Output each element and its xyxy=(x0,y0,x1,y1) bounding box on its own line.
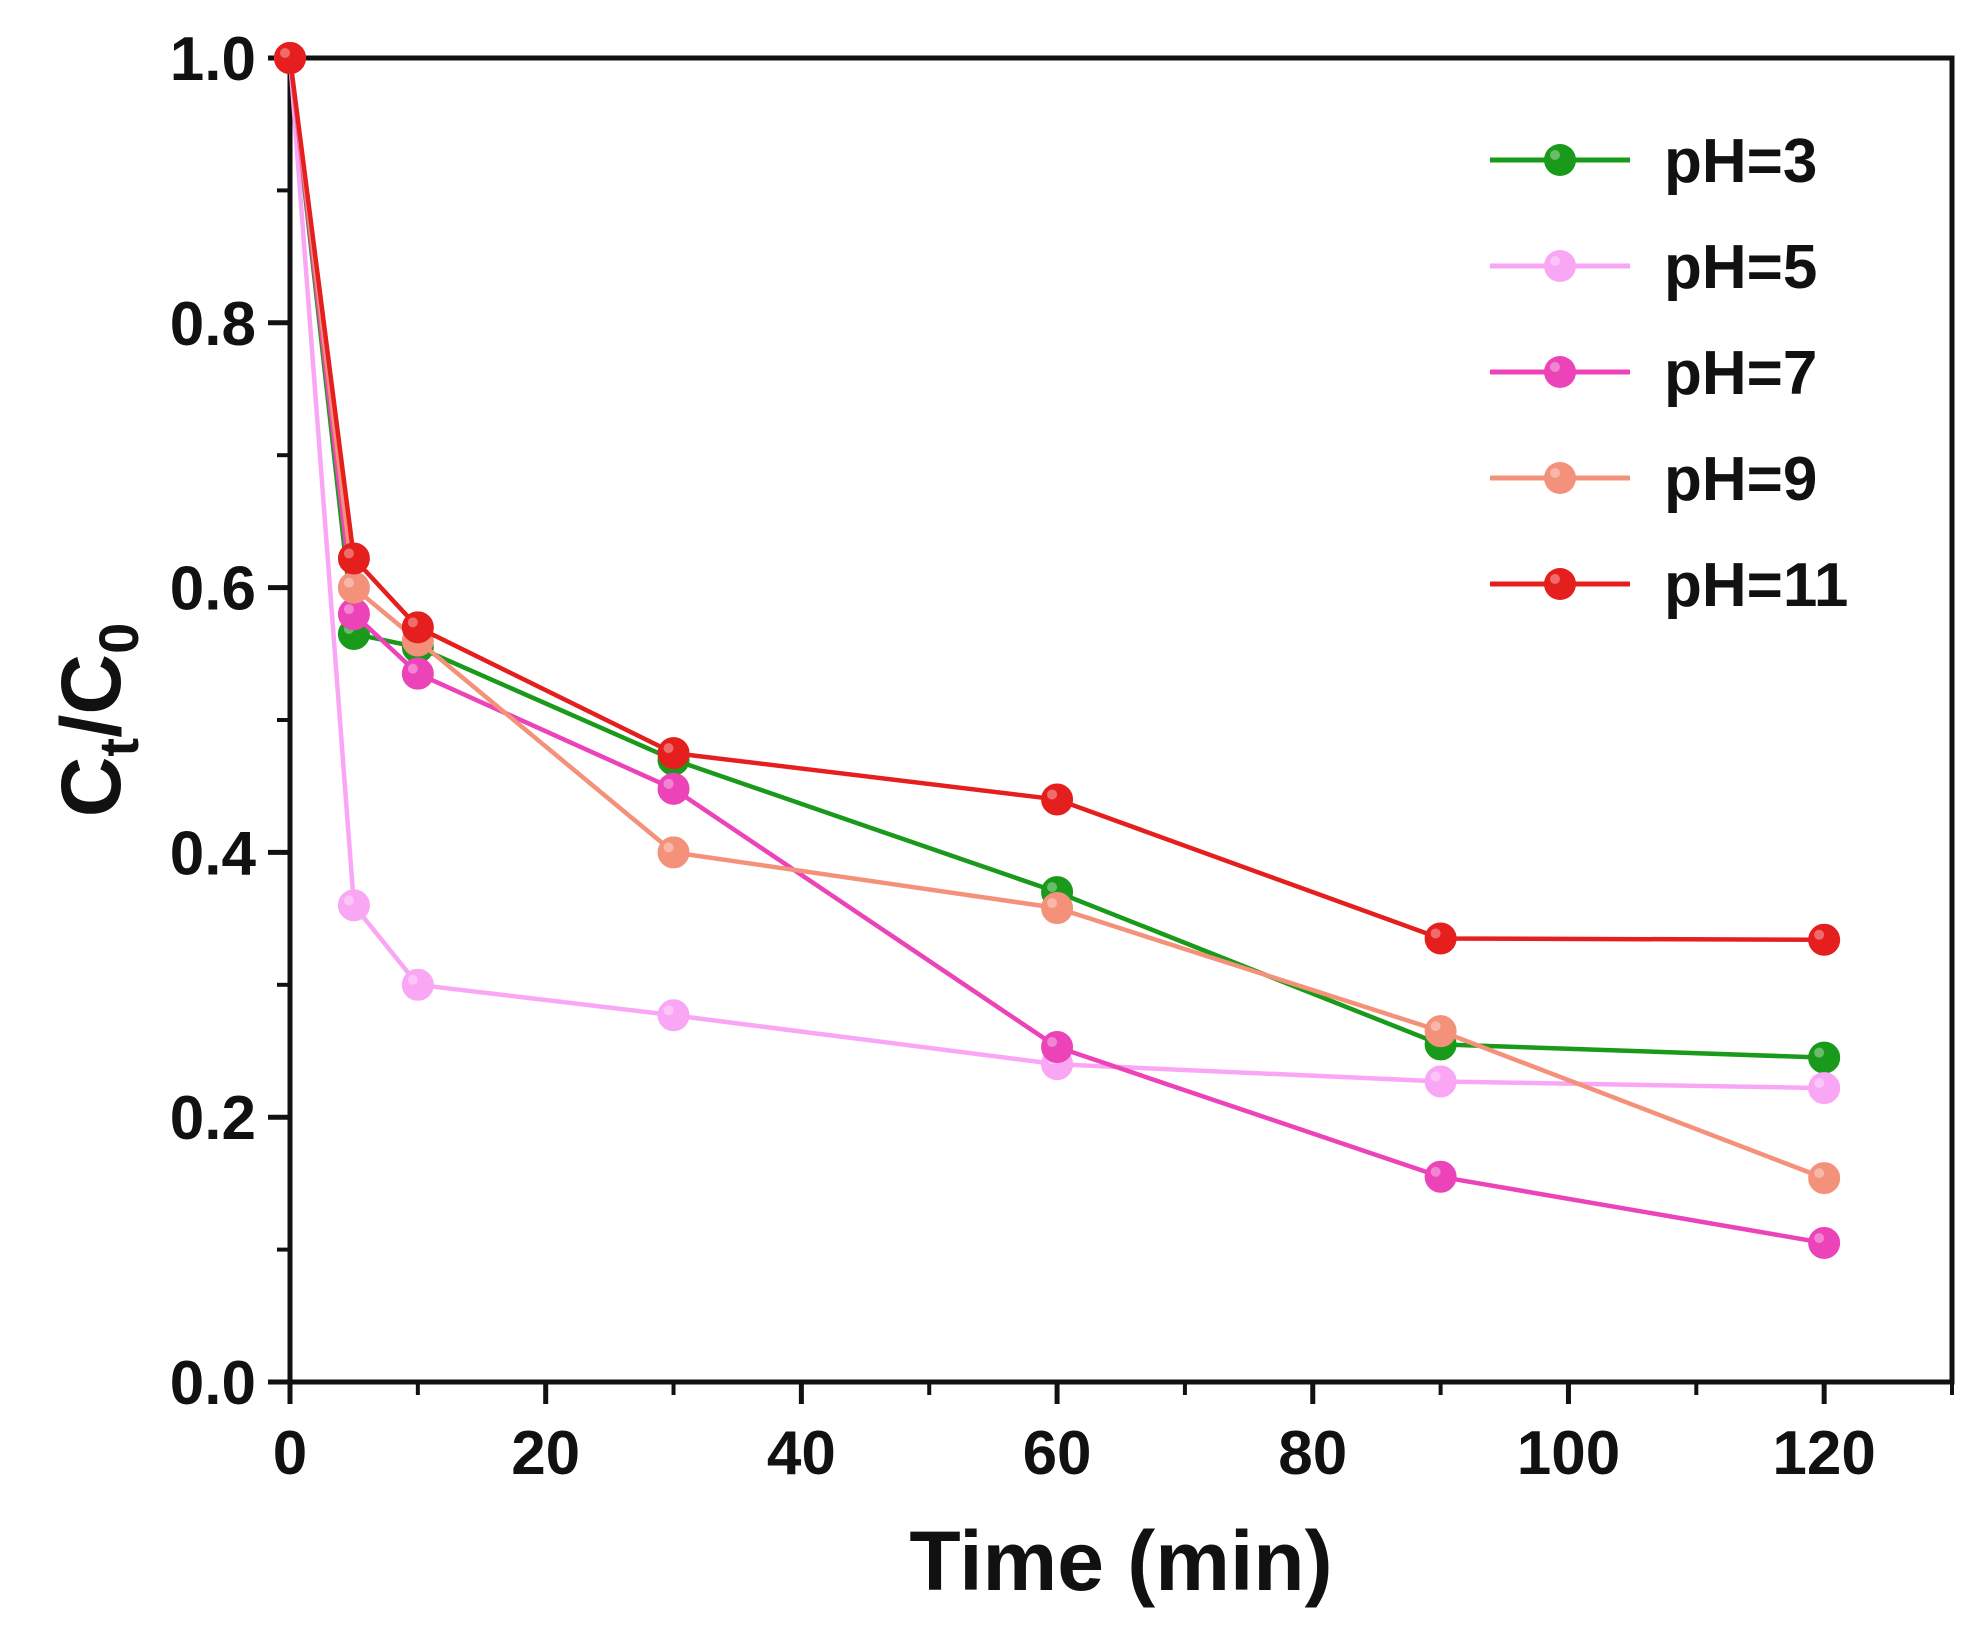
data-point-highlight xyxy=(1814,1232,1825,1243)
data-point-highlight xyxy=(1814,1168,1825,1179)
legend-label: pH=7 xyxy=(1664,339,1817,408)
data-point-highlight xyxy=(663,743,674,754)
data-point-highlight xyxy=(1047,1037,1058,1048)
data-point xyxy=(1808,1041,1841,1074)
data-point xyxy=(657,737,690,770)
legend-marker-highlight xyxy=(1550,574,1560,584)
data-point xyxy=(1041,783,1074,816)
data-point xyxy=(657,999,690,1032)
y-tick-label: 0.6 xyxy=(170,555,256,624)
data-point xyxy=(1041,1031,1074,1064)
legend-marker-highlight xyxy=(1550,362,1560,372)
data-point-highlight xyxy=(1047,789,1058,800)
data-point-highlight xyxy=(1430,1021,1441,1032)
data-point-highlight xyxy=(1814,929,1825,940)
data-point-highlight xyxy=(343,577,354,588)
x-tick-label: 20 xyxy=(511,1419,580,1488)
y-axis-title-c0: C xyxy=(44,654,138,715)
y-axis-title-c: C xyxy=(44,757,138,818)
data-point xyxy=(1808,923,1841,956)
y-axis-title: Ct/C0 xyxy=(44,623,150,818)
series-2 xyxy=(274,42,1841,1105)
y-tick-label: 0.2 xyxy=(170,1084,256,1153)
data-point xyxy=(657,836,690,869)
legend-marker xyxy=(1544,144,1576,176)
data-point-highlight xyxy=(1430,928,1441,939)
data-point-highlight xyxy=(407,974,418,985)
data-point xyxy=(1424,922,1457,955)
axis-ticks: 0 20 40 60 80 100 120 0.0 0.2 0.4 0.6 0.8 1.0 xyxy=(170,25,1954,1488)
y-tick-label: 0.4 xyxy=(170,819,257,888)
legend-label: pH=9 xyxy=(1664,445,1817,514)
y-axis-title-slash: / xyxy=(44,715,138,738)
series-line xyxy=(287,57,1825,1091)
data-point-highlight xyxy=(1814,1078,1825,1089)
y-axis-title-sub-0: 0 xyxy=(87,623,150,654)
data-point xyxy=(1808,1226,1841,1259)
data-point xyxy=(1424,1160,1457,1193)
legend-item: pH=7 xyxy=(1490,339,1817,408)
x-tick-label: 0 xyxy=(273,1419,307,1488)
data-point-highlight xyxy=(343,548,354,559)
data-point xyxy=(337,571,370,604)
legend-marker xyxy=(1544,462,1576,494)
data-point xyxy=(1424,1065,1457,1098)
data-point-highlight xyxy=(1047,898,1058,909)
data-point xyxy=(657,772,690,805)
y-tick-label: 0.0 xyxy=(170,1349,256,1418)
y-tick-label: 0.8 xyxy=(170,290,256,359)
data-point xyxy=(401,611,434,644)
data-point xyxy=(1424,1015,1457,1048)
legend-label: pH=5 xyxy=(1664,233,1817,302)
x-tick-label: 40 xyxy=(767,1419,836,1488)
x-tick-label: 80 xyxy=(1278,1419,1347,1488)
data-point xyxy=(1041,892,1074,925)
data-point-highlight xyxy=(407,617,418,628)
x-tick-label: 120 xyxy=(1772,1419,1875,1488)
series-layer xyxy=(274,42,1841,1259)
legend-item: pH=11 xyxy=(1490,551,1848,620)
legend-marker-highlight xyxy=(1550,468,1560,478)
data-point xyxy=(1808,1162,1841,1195)
series-line xyxy=(287,57,1825,1181)
x-tick-label: 100 xyxy=(1517,1419,1620,1488)
data-point xyxy=(337,889,370,922)
data-point-highlight xyxy=(280,48,290,58)
data-point-highlight xyxy=(1047,882,1058,893)
series-4 xyxy=(274,42,1841,1195)
legend-label: pH=3 xyxy=(1664,127,1817,196)
legend-marker-highlight xyxy=(1550,150,1560,160)
data-point-highlight xyxy=(663,1005,674,1016)
series-3 xyxy=(274,42,1841,1259)
data-point xyxy=(1808,1072,1841,1105)
legend-marker xyxy=(1544,356,1576,388)
legend-marker-highlight xyxy=(1550,256,1560,266)
legend-item: pH=9 xyxy=(1490,445,1817,514)
data-point xyxy=(401,968,434,1001)
data-point-highlight xyxy=(343,895,354,906)
legend-item: pH=5 xyxy=(1490,233,1817,302)
y-tick-label: 1.0 xyxy=(170,25,256,94)
x-tick-label: 60 xyxy=(1023,1419,1092,1488)
legend-item: pH=3 xyxy=(1490,127,1817,196)
x-axis-title: Time (min) xyxy=(909,1514,1332,1608)
data-point-highlight xyxy=(1430,1071,1441,1082)
data-point-highlight xyxy=(407,663,418,674)
series-5 xyxy=(274,42,1841,956)
data-point-highlight xyxy=(663,778,674,789)
data-point-highlight xyxy=(1814,1047,1825,1058)
data-point xyxy=(401,657,434,690)
legend-marker xyxy=(1544,568,1576,600)
data-point-highlight xyxy=(663,842,674,853)
y-axis-title-sub-t: t xyxy=(87,738,150,757)
data-point xyxy=(274,42,306,74)
legend-label: pH=11 xyxy=(1664,551,1848,620)
legend: pH=3 pH=5 pH=7 pH=9 pH=11 xyxy=(1490,127,1848,620)
data-point-highlight xyxy=(343,604,354,615)
data-point xyxy=(337,542,370,575)
legend-marker xyxy=(1544,250,1576,282)
data-point-highlight xyxy=(1430,1166,1441,1177)
